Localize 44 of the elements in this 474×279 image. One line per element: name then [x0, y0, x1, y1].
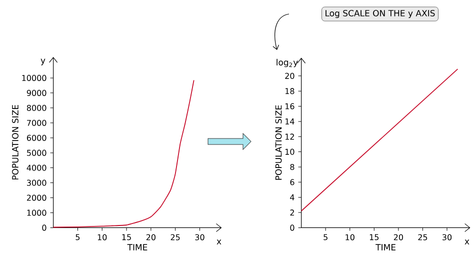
- x-axis-title: TIME: [376, 244, 396, 250]
- y-tick-label: 18: [285, 88, 294, 94]
- line-series: [52, 80, 194, 228]
- x-tick-label: 20: [394, 234, 403, 240]
- x-tick-label: 30: [195, 234, 204, 240]
- y-axis-title: POPULATION SIZE: [12, 104, 18, 180]
- y-tick-label: 10000: [22, 74, 46, 81]
- x-tick-label: 5: [76, 234, 80, 240]
- y-tick-label: 9000: [26, 90, 46, 96]
- y-tick-label: 0: [290, 224, 294, 231]
- text: log$_{2}$y: [276, 58, 298, 68]
- text: Log SCALE ON THE y AXIS: [326, 10, 435, 18]
- y-tick-label: 8000: [26, 104, 46, 111]
- y-tick-label: 3000: [27, 180, 46, 186]
- y-tick-label: 14: [285, 118, 294, 124]
- x-axis-title: TIME: [127, 244, 148, 250]
- text: y: [40, 58, 46, 66]
- y-tick-label: 16: [285, 103, 294, 110]
- y-tick-label: 4000: [26, 164, 46, 171]
- y-tick-label: 7000: [27, 120, 46, 126]
- text: x: [216, 240, 222, 244]
- y-tick-label: 6000: [26, 134, 46, 141]
- y-tick-label: 20: [285, 72, 294, 79]
- x-tick-label: 10: [346, 234, 354, 240]
- y-tick-label: 5000: [27, 150, 46, 156]
- y-tick-label: 2: [290, 210, 294, 216]
- x-tick-label: 15: [370, 234, 379, 240]
- x-tick-label: 25: [418, 234, 428, 240]
- x-tick-label: 5: [324, 234, 328, 240]
- y-tick-label: 4: [290, 194, 294, 200]
- y-tick-label: 12: [285, 134, 294, 140]
- y-axis-title: POPULATION SIZE: [275, 105, 282, 180]
- y-tick-label: 0: [42, 224, 46, 231]
- y-tick-label: 6: [290, 179, 294, 186]
- x-tick-label: 10: [98, 234, 107, 240]
- y-tick-label: 8: [290, 164, 294, 170]
- x-tick-label: 20: [146, 234, 156, 240]
- x-tick-label: 15: [122, 234, 131, 240]
- y-tick-label: 2000: [26, 194, 46, 201]
- y-tick-label: 10: [285, 148, 294, 155]
- x-tick-label: 25: [170, 234, 180, 240]
- text: x: [464, 240, 470, 244]
- x-tick-label: 30: [442, 234, 452, 240]
- y-tick-label: 1000: [27, 210, 46, 216]
